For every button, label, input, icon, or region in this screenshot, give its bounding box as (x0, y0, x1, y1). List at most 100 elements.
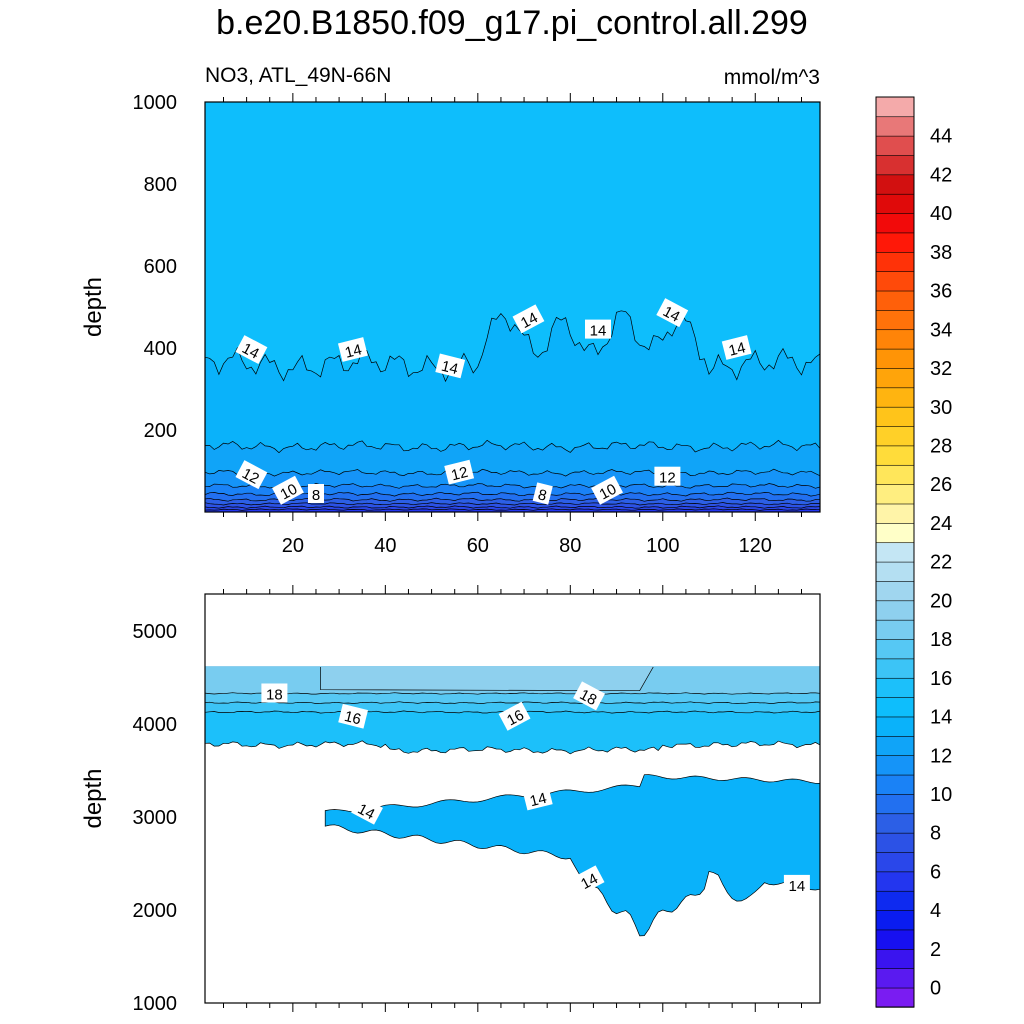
colorbar-swatch (875, 948, 915, 969)
colorbar-label: 10 (930, 784, 952, 806)
colorbar-swatch (875, 542, 915, 563)
y-tick-label: 600 (144, 256, 177, 278)
colorbar-swatch (875, 890, 915, 911)
colorbar-label: 38 (930, 242, 952, 264)
colorbar-swatch (875, 813, 915, 834)
colorbar-label: 24 (930, 513, 952, 535)
contour-label: 14 (351, 795, 383, 825)
contour-label: 14 (783, 874, 810, 895)
x-tick-label: 120 (739, 535, 772, 557)
colorbar-label: 44 (930, 126, 952, 148)
svg-text:14: 14 (727, 339, 747, 360)
colorbar-swatch (875, 406, 915, 427)
colorbar-label: 28 (930, 436, 952, 458)
colorbar-swatch (875, 174, 915, 195)
colorbar-swatch (875, 929, 915, 950)
colorbar-swatch (875, 212, 915, 234)
contour-label: 12 (235, 460, 268, 490)
contour-label: 10 (591, 475, 624, 505)
contour-label: 14 (572, 865, 605, 895)
colorbar-label: 0 (930, 978, 941, 1000)
contour-line (205, 468, 820, 477)
x-tick-label: 60 (467, 535, 489, 557)
contour-label: 8 (532, 482, 553, 505)
svg-text:10: 10 (278, 481, 301, 504)
contour-label: 18 (261, 683, 288, 704)
colorbar-swatch (875, 638, 915, 660)
svg-text:18: 18 (577, 686, 600, 709)
colorbar-label: 2 (930, 939, 941, 961)
colorbar-label: 40 (930, 203, 952, 225)
contour-line (205, 497, 820, 502)
colorbar-swatch (875, 851, 915, 873)
contour-label: 12 (654, 466, 681, 487)
svg-text:14: 14 (440, 358, 460, 379)
colorbar-label: 20 (930, 590, 952, 612)
colorbar-label: 18 (930, 629, 952, 651)
colorbar-label: 26 (930, 474, 952, 496)
colorbar-swatch (875, 871, 915, 892)
colorbar-swatch (875, 367, 915, 389)
colorbar-swatch (875, 909, 915, 931)
colorbar-swatch (875, 387, 915, 408)
contour-label: 14 (656, 298, 689, 328)
svg-text:14: 14 (590, 323, 607, 340)
svg-text:8: 8 (536, 486, 548, 505)
y-tick-label: 5000 (133, 621, 178, 643)
colorbar-swatch (875, 580, 915, 602)
contour-label: 14 (522, 785, 553, 811)
variable-region-label: NO3, ATL_49N-66N (205, 64, 392, 87)
colorbar-swatch (875, 193, 915, 214)
y-tick-label: 3000 (133, 807, 178, 829)
contour-label: 18 (573, 681, 605, 711)
colorbar-label: 6 (930, 861, 941, 883)
colorbar-swatch (875, 425, 915, 447)
svg-text:10: 10 (597, 481, 620, 504)
colorbar-swatch (875, 232, 915, 253)
colorbar-label: 22 (930, 552, 952, 574)
x-tick-label: 40 (374, 535, 396, 557)
colorbar-swatch (875, 522, 915, 544)
colorbar-swatch (875, 329, 915, 350)
colorbar-label: 36 (930, 281, 952, 303)
colorbar-swatch (875, 619, 915, 640)
colorbar-swatch (875, 290, 915, 311)
colorbar-swatch (875, 967, 915, 989)
colorbar-swatch (875, 96, 915, 118)
contour-line (205, 508, 820, 511)
colorbar-swatch (875, 561, 915, 582)
contour-line (205, 310, 820, 383)
contour-label: 14 (585, 319, 611, 340)
colorbar-swatch (875, 464, 915, 485)
y-tick-label: 1000 (133, 993, 178, 1015)
axes-upper: 20 40 60 80 100 120 200 400 600 800 1000 depth (80, 92, 821, 557)
colorbar-frame (875, 96, 915, 1008)
contour-band (320, 666, 655, 692)
contour-label: 16 (498, 701, 531, 731)
colorbar-swatch (875, 658, 915, 679)
svg-text:14: 14 (239, 340, 262, 363)
y-axis-label: depth (80, 768, 107, 828)
colorbar-label: 34 (930, 319, 952, 341)
contour-line (205, 701, 820, 705)
contour-label: 12 (444, 459, 475, 485)
svg-text:12: 12 (239, 465, 262, 488)
colorbar-label: 12 (930, 745, 952, 767)
colorbar-label: 8 (930, 823, 941, 845)
colorbar-swatch (875, 270, 915, 292)
y-tick-label: 800 (144, 174, 177, 196)
colorbar-label: 42 (930, 164, 952, 186)
contour-line (205, 439, 820, 454)
svg-text:14: 14 (660, 303, 683, 326)
contour-label: 14 (435, 353, 466, 379)
contour-label: 14 (337, 337, 368, 362)
colorbar-swatch (875, 309, 915, 331)
svg-text:14: 14 (343, 341, 363, 362)
colorbar-swatch (875, 716, 915, 737)
y-tick-label: 200 (144, 420, 177, 442)
svg-text:16: 16 (504, 707, 527, 730)
contour-field-upper: 10 8 12 12 8 10 12 14 14 14 14 14 14 14 (205, 102, 820, 512)
colorbar-swatch (875, 832, 915, 853)
contour-band (324, 774, 820, 937)
